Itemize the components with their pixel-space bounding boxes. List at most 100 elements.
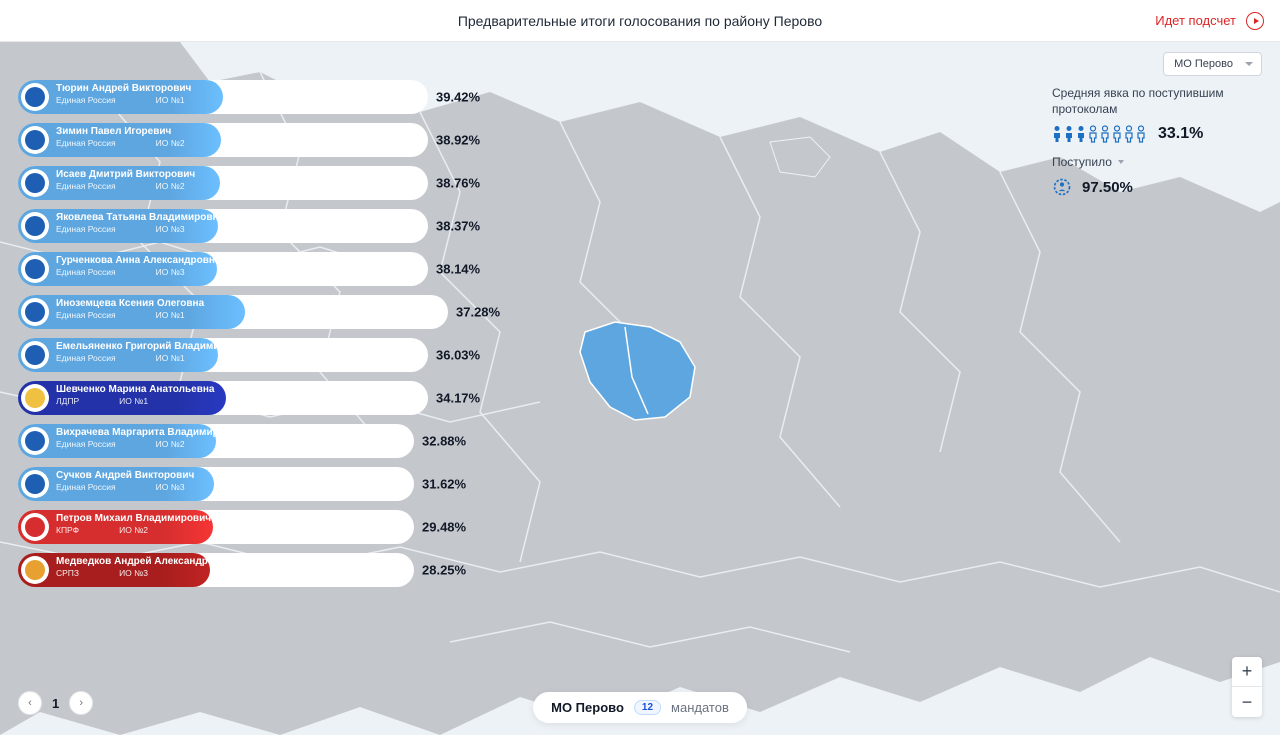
candidate-party: Единая Россия (56, 224, 116, 234)
person-icon (1136, 125, 1146, 143)
pill-region-name: МО Перово (551, 700, 624, 715)
candidate-row[interactable]: Сучков Андрей Викторович Единая Россия И… (18, 467, 478, 501)
candidate-row[interactable]: Вихрачева Маргарита Владимировна Единая … (18, 424, 478, 458)
person-icon (1064, 125, 1074, 143)
counting-status[interactable]: Идет подсчет (1155, 12, 1264, 30)
candidate-name: Медведков Андрей Александрович (56, 556, 232, 568)
candidate-name: Емельяненко Григорий Владимирович (56, 341, 250, 353)
person-icon (1088, 125, 1098, 143)
candidate-name: Шевченко Марина Анатольевна (56, 384, 214, 396)
candidate-name: Сучков Андрей Викторович (56, 470, 194, 482)
candidate-row[interactable]: Петров Михаил Владимирович КПРФ ИО №2 29… (18, 510, 478, 544)
candidate-party: Единая Россия (56, 439, 116, 449)
zoom-out-button[interactable]: − (1232, 687, 1262, 717)
person-icon (1124, 125, 1134, 143)
candidate-row[interactable]: Емельяненко Григорий Владимирович Единая… (18, 338, 478, 372)
party-badge (21, 83, 49, 111)
party-badge (21, 169, 49, 197)
turnout-row: 33.1% (1052, 125, 1262, 143)
status-text: Идет подсчет (1155, 13, 1236, 28)
candidate-party: Единая Россия (56, 181, 116, 191)
candidate-row[interactable]: Шевченко Марина Анатольевна ЛДПР ИО №1 3… (18, 381, 478, 415)
candidate-info: Сучков Андрей Викторович Единая Россия И… (56, 470, 194, 492)
turnout-value: 33.1% (1158, 125, 1203, 143)
candidate-info: Медведков Андрей Александрович СРПЗ ИО №… (56, 556, 232, 578)
candidate-percent: 38.37% (436, 219, 480, 234)
candidate-district: ИО №2 (156, 439, 185, 449)
pill-mandates-label: мандатов (671, 700, 729, 715)
party-badge (21, 255, 49, 283)
candidate-district: ИО №1 (156, 95, 185, 105)
party-badge (21, 384, 49, 412)
pill-mandates-count: 12 (634, 700, 661, 715)
candidate-row[interactable]: Медведков Андрей Александрович СРПЗ ИО №… (18, 553, 478, 587)
received-value: 97.50% (1082, 179, 1133, 196)
candidate-party: Единая Россия (56, 353, 116, 363)
candidate-info: Тюрин Андрей Викторович Единая Россия ИО… (56, 83, 191, 105)
candidate-row[interactable]: Тюрин Андрей Викторович Единая Россия ИО… (18, 80, 478, 114)
candidate-district: ИО №2 (156, 138, 185, 148)
party-badge (21, 513, 49, 541)
zoom-in-button[interactable]: + (1232, 657, 1262, 687)
candidate-percent: 31.62% (422, 477, 466, 492)
candidate-row[interactable]: Гурченкова Анна Александровна Единая Рос… (18, 252, 478, 286)
person-icon (1052, 125, 1062, 143)
candidate-party: ЛДПР (56, 396, 79, 406)
play-icon (1246, 12, 1264, 30)
candidate-row[interactable]: Яковлева Татьяна Владимировна Единая Рос… (18, 209, 478, 243)
candidate-percent: 38.92% (436, 133, 480, 148)
pagination: ‹ 1 › (18, 691, 93, 715)
page-title: Предварительные итоги голосования по рай… (458, 13, 822, 29)
candidate-row[interactable]: Иноземцева Ксения Олеговна Единая Россия… (18, 295, 478, 329)
party-badge (21, 212, 49, 240)
candidate-name: Зимин Павел Игоревич (56, 126, 185, 138)
candidate-party: КПРФ (56, 525, 79, 535)
region-pill[interactable]: МО Перово 12 мандатов (533, 692, 747, 723)
candidate-info: Шевченко Марина Анатольевна ЛДПР ИО №1 (56, 384, 214, 406)
person-icon (1100, 125, 1110, 143)
candidate-info: Вихрачева Маргарита Владимировна Единая … (56, 427, 243, 449)
zoom-controls: + − (1232, 657, 1262, 717)
candidate-name: Тюрин Андрей Викторович (56, 83, 191, 95)
region-dropdown[interactable]: МО Перово (1163, 52, 1262, 76)
candidate-district: ИО №3 (156, 267, 185, 277)
candidate-party: Единая Россия (56, 138, 116, 148)
candidate-percent: 38.76% (436, 176, 480, 191)
map-container[interactable]: МО Перово Средняя явка по поступившим пр… (0, 42, 1280, 735)
page-current: 1 (48, 696, 63, 711)
candidate-row[interactable]: Исаев Дмитрий Викторович Единая Россия И… (18, 166, 478, 200)
candidate-district: ИО №3 (156, 482, 185, 492)
page-next-button[interactable]: › (69, 691, 93, 715)
candidate-name: Гурченкова Анна Александровна (56, 255, 220, 267)
candidate-info: Петров Михаил Владимирович КПРФ ИО №2 (56, 513, 211, 535)
candidate-info: Зимин Павел Игоревич Единая Россия ИО №2 (56, 126, 185, 148)
candidate-district: ИО №1 (156, 353, 185, 363)
candidate-info: Яковлева Татьяна Владимировна Единая Рос… (56, 212, 224, 234)
protocol-icon (1052, 177, 1072, 197)
candidate-party: Единая Россия (56, 310, 116, 320)
people-icons (1052, 125, 1146, 143)
candidate-percent: 38.14% (436, 262, 480, 277)
candidate-percent: 28.25% (422, 563, 466, 578)
received-row: 97.50% (1052, 177, 1262, 197)
candidates-list: Тюрин Андрей Викторович Единая Россия ИО… (18, 80, 478, 596)
received-label[interactable]: Поступило (1052, 155, 1262, 169)
party-badge (21, 341, 49, 369)
candidate-name: Петров Михаил Владимирович (56, 513, 211, 525)
candidate-name: Вихрачева Маргарита Владимировна (56, 427, 243, 439)
candidate-percent: 36.03% (436, 348, 480, 363)
candidate-percent: 32.88% (422, 434, 466, 449)
candidate-row[interactable]: Зимин Павел Игоревич Единая Россия ИО №2… (18, 123, 478, 157)
candidate-percent: 37.28% (456, 305, 500, 320)
party-badge (21, 470, 49, 498)
candidate-name: Иноземцева Ксения Олеговна (56, 298, 204, 310)
chevron-down-icon (1118, 160, 1124, 164)
party-badge (21, 298, 49, 326)
candidate-percent: 39.42% (436, 90, 480, 105)
candidate-district: ИО №3 (119, 568, 148, 578)
page-prev-button[interactable]: ‹ (18, 691, 42, 715)
candidate-percent: 29.48% (422, 520, 466, 535)
candidate-info: Исаев Дмитрий Викторович Единая Россия И… (56, 169, 195, 191)
party-badge (21, 556, 49, 584)
candidate-name: Исаев Дмитрий Викторович (56, 169, 195, 181)
